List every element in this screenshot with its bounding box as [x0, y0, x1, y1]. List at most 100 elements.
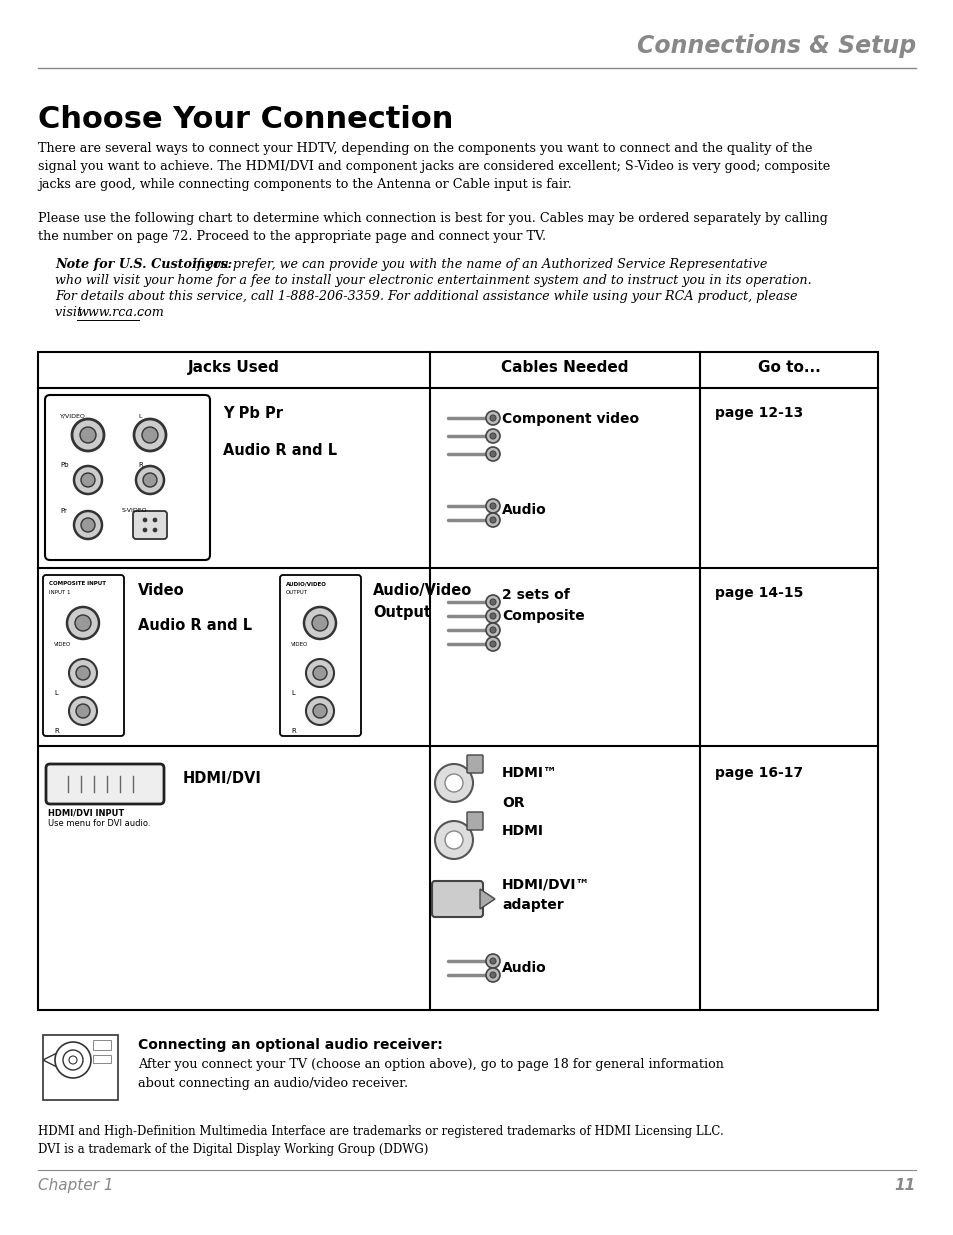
- Circle shape: [490, 517, 496, 522]
- Circle shape: [143, 517, 147, 522]
- Circle shape: [485, 637, 499, 651]
- Text: HDMI and High-Definition Multimedia Interface are trademarks or registered trade: HDMI and High-Definition Multimedia Inte…: [38, 1125, 723, 1137]
- Text: L: L: [138, 414, 141, 419]
- Text: Cables Needed: Cables Needed: [500, 359, 628, 375]
- Text: HDMI™: HDMI™: [501, 766, 558, 781]
- Text: page 14-15: page 14-15: [714, 585, 802, 600]
- Circle shape: [490, 641, 496, 647]
- Text: DVI is a trademark of the Digital Display Working Group (DDWG): DVI is a trademark of the Digital Displa…: [38, 1144, 428, 1156]
- Text: Jacks Used: Jacks Used: [188, 359, 279, 375]
- Circle shape: [485, 622, 499, 637]
- Text: page 12-13: page 12-13: [714, 406, 802, 420]
- Text: Video: Video: [138, 583, 185, 598]
- Text: R: R: [138, 462, 143, 468]
- Circle shape: [485, 595, 499, 609]
- FancyBboxPatch shape: [132, 511, 167, 538]
- Circle shape: [312, 615, 328, 631]
- Circle shape: [444, 774, 462, 792]
- Text: Connections & Setup: Connections & Setup: [637, 35, 915, 58]
- Bar: [43, 1035, 118, 1100]
- Text: INPUT 1: INPUT 1: [49, 590, 71, 595]
- Text: Use menu for DVI audio.: Use menu for DVI audio.: [48, 819, 151, 827]
- Circle shape: [143, 473, 157, 487]
- Circle shape: [435, 764, 473, 802]
- Text: Audio: Audio: [501, 961, 546, 974]
- Text: 11: 11: [894, 1178, 915, 1193]
- Text: Please use the following chart to determine which connection is best for you. Ca: Please use the following chart to determ…: [38, 212, 827, 243]
- Circle shape: [76, 666, 90, 680]
- Text: Chapter 1: Chapter 1: [38, 1178, 113, 1193]
- Circle shape: [485, 953, 499, 968]
- Text: Pr: Pr: [60, 508, 67, 514]
- FancyBboxPatch shape: [45, 395, 210, 559]
- Polygon shape: [479, 889, 495, 909]
- Circle shape: [435, 821, 473, 860]
- Text: Y/VIDEO: Y/VIDEO: [60, 414, 86, 419]
- FancyBboxPatch shape: [43, 576, 124, 736]
- Circle shape: [69, 659, 97, 687]
- Text: Choose Your Connection: Choose Your Connection: [38, 105, 453, 135]
- FancyBboxPatch shape: [467, 755, 482, 773]
- Circle shape: [306, 697, 334, 725]
- Circle shape: [485, 513, 499, 527]
- Text: Audio R and L: Audio R and L: [223, 443, 336, 458]
- Bar: [38, 352, 877, 1010]
- Text: Pb: Pb: [60, 462, 69, 468]
- FancyBboxPatch shape: [432, 881, 482, 918]
- Circle shape: [71, 419, 104, 451]
- Text: HDMI/DVI™
adapter: HDMI/DVI™ adapter: [501, 878, 590, 911]
- FancyBboxPatch shape: [467, 811, 482, 830]
- Text: www.rca.com: www.rca.com: [77, 306, 164, 319]
- Circle shape: [485, 499, 499, 513]
- Text: Go to...: Go to...: [757, 359, 820, 375]
- Circle shape: [81, 517, 95, 532]
- Polygon shape: [43, 1050, 63, 1070]
- Text: 2 sets of
Composite: 2 sets of Composite: [501, 588, 584, 622]
- Circle shape: [76, 704, 90, 718]
- Circle shape: [63, 1050, 83, 1070]
- Circle shape: [69, 1056, 77, 1065]
- Circle shape: [74, 466, 102, 494]
- Text: HDMI/DVI INPUT: HDMI/DVI INPUT: [48, 808, 124, 818]
- Circle shape: [485, 429, 499, 443]
- Circle shape: [490, 613, 496, 619]
- Circle shape: [485, 411, 499, 425]
- Circle shape: [75, 615, 91, 631]
- Text: Audio: Audio: [501, 503, 546, 517]
- Text: VIDEO: VIDEO: [291, 642, 308, 647]
- Circle shape: [490, 415, 496, 421]
- Circle shape: [313, 704, 327, 718]
- Text: HDMI/DVI: HDMI/DVI: [183, 771, 262, 785]
- FancyBboxPatch shape: [46, 764, 164, 804]
- Circle shape: [490, 503, 496, 509]
- Circle shape: [133, 419, 166, 451]
- Text: OUTPUT: OUTPUT: [286, 590, 308, 595]
- Circle shape: [142, 427, 158, 443]
- Circle shape: [490, 627, 496, 634]
- Text: HDMI: HDMI: [501, 824, 543, 839]
- Text: There are several ways to connect your HDTV, depending on the components you wan: There are several ways to connect your H…: [38, 142, 829, 191]
- Text: R: R: [54, 727, 59, 734]
- Text: Y Pb Pr: Y Pb Pr: [223, 406, 283, 421]
- Text: AUDIO/VIDEO: AUDIO/VIDEO: [286, 580, 327, 585]
- Circle shape: [490, 451, 496, 457]
- Text: Note for U.S. Customers:: Note for U.S. Customers:: [55, 258, 232, 270]
- Text: COMPOSITE INPUT: COMPOSITE INPUT: [49, 580, 106, 585]
- Text: VIDEO: VIDEO: [54, 642, 71, 647]
- Text: OR: OR: [501, 797, 524, 810]
- Circle shape: [490, 972, 496, 978]
- Text: who will visit your home for a fee to install your electronic entertainment syst: who will visit your home for a fee to in…: [55, 274, 811, 287]
- Circle shape: [136, 466, 164, 494]
- FancyBboxPatch shape: [280, 576, 360, 736]
- Circle shape: [304, 606, 335, 638]
- Text: Connecting an optional audio receiver:: Connecting an optional audio receiver:: [138, 1037, 442, 1052]
- Circle shape: [490, 433, 496, 438]
- Circle shape: [485, 609, 499, 622]
- Circle shape: [152, 517, 157, 522]
- Circle shape: [152, 529, 157, 532]
- Circle shape: [69, 697, 97, 725]
- Circle shape: [444, 831, 462, 848]
- Circle shape: [74, 511, 102, 538]
- Text: After you connect your TV (choose an option above), go to page 18 for general in: After you connect your TV (choose an opt…: [138, 1058, 723, 1091]
- Text: L: L: [54, 690, 58, 697]
